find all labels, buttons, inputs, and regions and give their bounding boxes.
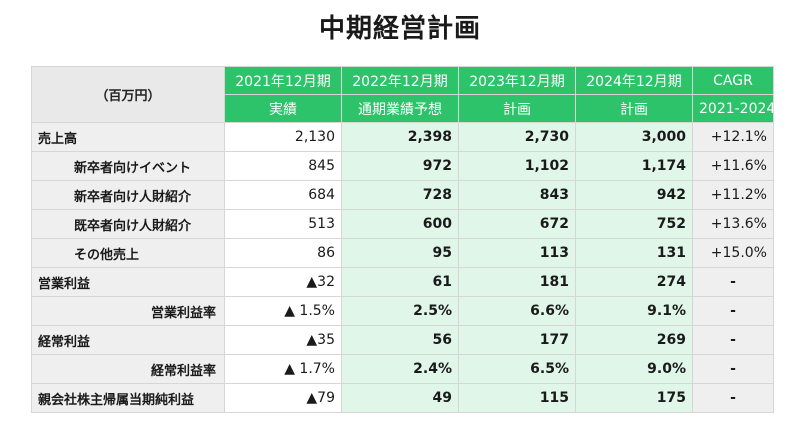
row-label: 新卒者向けイベント [31, 151, 225, 181]
value-cell: 728 [341, 180, 459, 210]
header-year-2022: 2022年12月期 [341, 66, 459, 95]
plan-table: （百万円） 2021年12月期 2022年12月期 2023年12月期 2024… [31, 66, 774, 413]
cagr-cell: +13.6% [692, 209, 774, 239]
table-row: 売上高 2,130 2,398 2,730 3,000 +12.1% [31, 122, 774, 152]
cagr-cell: +15.0% [692, 238, 774, 268]
value-cell: 2,130 [224, 122, 342, 152]
value-cell: 3,000 [575, 122, 693, 152]
value-cell: 86 [224, 238, 342, 268]
value-cell: 6.5% [458, 354, 576, 384]
header-year-2023: 2023年12月期 [458, 66, 576, 95]
cagr-cell: - [692, 267, 774, 297]
value-cell: 56 [341, 325, 459, 355]
value-cell: ▲32 [224, 267, 342, 297]
page-title: 中期経営計画 [318, 14, 481, 44]
table-row: 営業利益率 ▲ 1.5% 2.5% 6.6% 9.1% - [31, 296, 774, 326]
cagr-cell: - [692, 296, 774, 326]
value-cell: ▲35 [224, 325, 342, 355]
value-cell: ▲ 1.7% [224, 354, 342, 384]
value-cell: 6.6% [458, 296, 576, 326]
row-label: 営業利益 [31, 267, 225, 297]
value-cell: 95 [341, 238, 459, 268]
value-cell: 513 [224, 209, 342, 239]
value-cell: 2,730 [458, 122, 576, 152]
value-cell: 843 [458, 180, 576, 210]
value-cell: 2.4% [341, 354, 459, 384]
table-row: 既卒者向け人財紹介 513 600 672 752 +13.6% [31, 209, 774, 239]
row-label: 新卒者向け人財紹介 [31, 180, 225, 210]
value-cell: 942 [575, 180, 693, 210]
value-cell: 600 [341, 209, 459, 239]
unit-label: （百万円） [31, 66, 225, 123]
header-sub-2022: 通期業績予想 [341, 94, 459, 123]
value-cell: 752 [575, 209, 693, 239]
value-cell: 269 [575, 325, 693, 355]
value-cell: 175 [575, 383, 693, 413]
value-cell: ▲ 1.5% [224, 296, 342, 326]
header-sub-2023: 計画 [458, 94, 576, 123]
table-row: 経常利益 ▲35 56 177 269- [31, 325, 774, 355]
table-body: 売上高 2,130 2,398 2,730 3,000 +12.1% 新卒者向けイベント 84… [31, 122, 774, 413]
row-label: 売上高 [31, 122, 225, 152]
header-cagr: CAGR [692, 66, 774, 95]
value-cell: 2.5% [341, 296, 459, 326]
value-cell: 181 [458, 267, 576, 297]
value-cell: ▲79 [224, 383, 342, 413]
value-cell: 61 [341, 267, 459, 297]
table-row: 新卒者向け人財紹介 684 728 843 942 +11.2% [31, 180, 774, 210]
value-cell: 1,174 [575, 151, 693, 181]
row-label: 親会社株主帰属当期純利益 [31, 383, 225, 413]
header-year-2024: 2024年12月期 [575, 66, 693, 95]
value-cell: 2,398 [341, 122, 459, 152]
value-cell: 972 [341, 151, 459, 181]
value-cell: 113 [458, 238, 576, 268]
row-label: 既卒者向け人財紹介 [31, 209, 225, 239]
value-cell: 845 [224, 151, 342, 181]
row-label: 経常利益率 [31, 354, 225, 384]
table-row: 経常利益率 ▲ 1.7% 2.4% 6.5% 9.0% - [31, 354, 774, 384]
row-label: 営業利益率 [31, 296, 225, 326]
cagr-cell: - [692, 354, 774, 384]
header-sub-2024: 計画 [575, 94, 693, 123]
row-label: その他売上 [31, 238, 225, 268]
value-cell: 49 [341, 383, 459, 413]
value-cell: 1,102 [458, 151, 576, 181]
table-row: 営業利益 ▲32 61 181 274- [31, 267, 774, 297]
header-year-2021: 2021年12月期 [224, 66, 342, 95]
value-cell: 274 [575, 267, 693, 297]
cagr-cell: - [692, 383, 774, 413]
cagr-cell: +11.6% [692, 151, 774, 181]
cagr-cell: +12.1% [692, 122, 774, 152]
header-sub-2021: 実績 [224, 94, 342, 123]
value-cell: 672 [458, 209, 576, 239]
value-cell: 9.0% [575, 354, 693, 384]
table-row: 親会社株主帰属当期純利益 ▲79 49 115 175- [31, 383, 774, 413]
value-cell: 177 [458, 325, 576, 355]
value-cell: 131 [575, 238, 693, 268]
cagr-cell: - [692, 325, 774, 355]
value-cell: 115 [458, 383, 576, 413]
value-cell: 9.1% [575, 296, 693, 326]
cagr-cell: +11.2% [692, 180, 774, 210]
row-label: 経常利益 [31, 325, 225, 355]
table-row: 新卒者向けイベント 845 972 1,102 1,174 +11.6% [31, 151, 774, 181]
header-sub-cagr: 2021-2024 [692, 94, 774, 123]
value-cell: 684 [224, 180, 342, 210]
table-row: その他売上 86 95 113 131 +15.0% [31, 238, 774, 268]
